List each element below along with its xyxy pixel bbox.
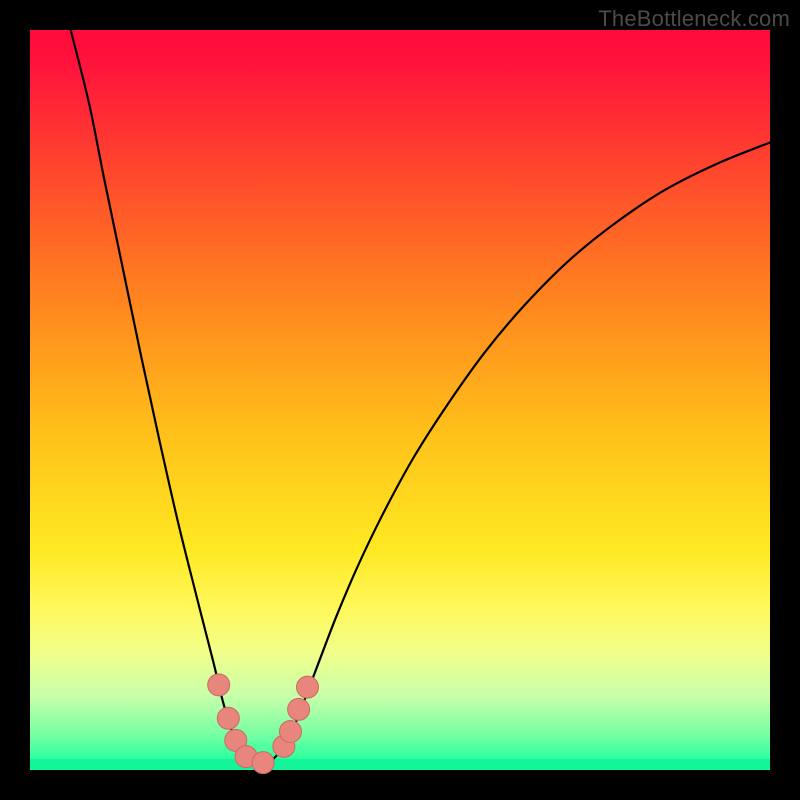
watermark-text: TheBottleneck.com xyxy=(598,6,790,32)
curve-marker xyxy=(252,752,274,774)
bottom-green-band xyxy=(30,759,770,770)
curve-marker xyxy=(208,674,230,696)
chart-stage: TheBottleneck.com xyxy=(0,0,800,800)
bottleneck-chart xyxy=(0,0,800,800)
curve-marker xyxy=(288,698,310,720)
curve-marker xyxy=(297,676,319,698)
plot-area xyxy=(30,30,770,770)
curve-marker xyxy=(279,721,301,743)
curve-marker xyxy=(217,707,239,729)
